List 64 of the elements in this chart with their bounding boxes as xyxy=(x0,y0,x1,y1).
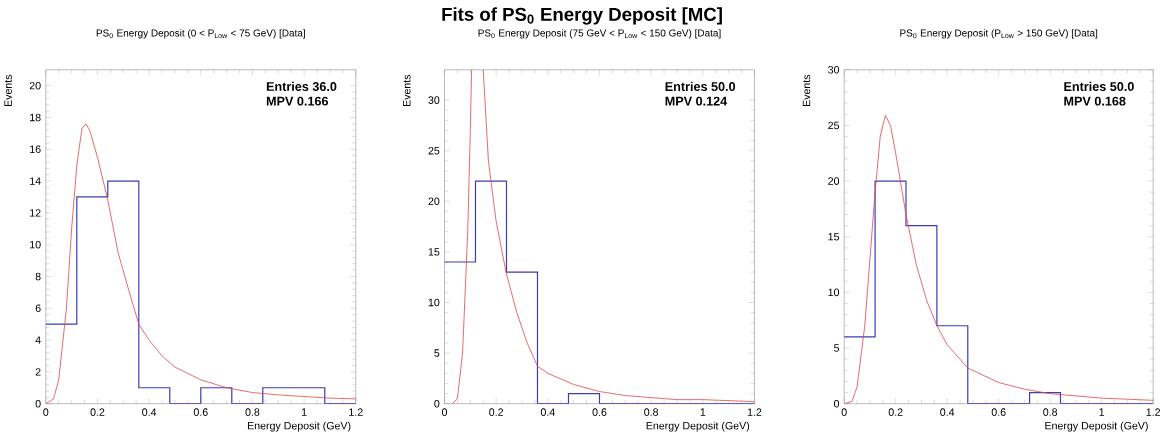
chart-title: PS$_{0}$ Energy Deposit (75 GeV < P$_{Low}$ < 150 GeV) [Data] xyxy=(478,29,721,39)
y-axis-title: Events xyxy=(403,74,411,107)
y-tick-label: 25 xyxy=(828,121,840,130)
x-tick-label: 0.6 xyxy=(592,408,607,416)
x-tick-label: 1.2 xyxy=(1146,408,1161,416)
y-tick-label: 0 xyxy=(833,399,840,408)
x-tick-label: 0 xyxy=(43,408,49,416)
x-tick-label: 0.4 xyxy=(940,408,955,416)
y-tick-label: 20 xyxy=(828,177,840,185)
y-tick-label: 15 xyxy=(428,248,440,256)
x-tick-label: 0.8 xyxy=(245,408,260,416)
x-tick-label: 0.2 xyxy=(888,408,903,416)
x-tick-label: 1.2 xyxy=(747,408,762,416)
y-tick-label: 4 xyxy=(35,336,41,344)
x-tick-label: 0 xyxy=(441,408,448,416)
x-axis-title: Energy Deposit (GeV) xyxy=(646,421,750,432)
y-tick-label: 15 xyxy=(828,233,840,241)
y-tick-label: 16 xyxy=(30,145,41,154)
annotation: Entries 50.0 xyxy=(665,81,736,91)
y-axis-title: Events xyxy=(802,74,811,107)
y-tick-label: 8 xyxy=(35,272,41,281)
y-tick-label: 0 xyxy=(434,399,440,408)
annotation: MPV 0.124 xyxy=(665,96,728,106)
y-tick-label: 5 xyxy=(434,349,440,357)
y-tick-label: 10 xyxy=(428,298,440,307)
y-tick-label: 30 xyxy=(428,96,440,104)
text: Fits of PS$_{0}$ Energy Deposit [MC] xyxy=(442,7,722,25)
y-tick-label: 18 xyxy=(30,113,41,122)
annotation: MPV 0.168 xyxy=(1064,96,1126,106)
x-tick-label: 0.6 xyxy=(193,408,208,416)
chart-title: PS$_{0}$ Energy Deposit (P$_{Low}$ > 150 GeV) [Data] xyxy=(900,29,1098,39)
x-tick-label: 0.8 xyxy=(644,408,659,416)
line-series xyxy=(844,115,1154,404)
line-series xyxy=(45,123,356,404)
y-tick-label: 30 xyxy=(828,66,840,74)
y-tick-label: 0 xyxy=(35,399,41,408)
y-tick-label: 6 xyxy=(35,304,41,313)
x-axis-title: Energy Deposit (GeV) xyxy=(1045,421,1148,432)
y-tick-label: 20 xyxy=(29,81,41,90)
x-tick-label: 0.4 xyxy=(540,408,555,416)
annotation: MPV 0.166 xyxy=(266,96,329,106)
annotation: Entries 36.0 xyxy=(266,81,337,92)
y-tick-label: 20 xyxy=(428,197,440,206)
y-tick-label: 2 xyxy=(35,368,41,376)
x-tick-label: 0.6 xyxy=(991,408,1006,416)
x-tick-label: 0.2 xyxy=(90,408,105,416)
chart-title: PS$_{0}$ Energy Deposit (0 < P$_{Low}$ < 75 GeV) [Data] xyxy=(96,29,305,39)
y-axis-title: Events xyxy=(4,74,12,107)
x-tick-label: 0 xyxy=(841,408,847,416)
x-axis-title: Energy Deposit (GeV) xyxy=(247,421,351,432)
y-tick-label: 12 xyxy=(30,209,41,217)
y-tick-label: 10 xyxy=(30,240,41,249)
x-tick-label: 1 xyxy=(1099,408,1105,416)
y-tick-label: 14 xyxy=(30,177,41,185)
x-tick-label: 1 xyxy=(700,408,706,416)
x-tick-label: 1.2 xyxy=(349,408,363,416)
y-tick-label: 5 xyxy=(833,344,840,352)
y-tick-label: 10 xyxy=(828,288,840,297)
x-tick-label: 0.4 xyxy=(142,408,157,416)
y-tick-label: 25 xyxy=(428,146,440,155)
x-tick-label: 0.2 xyxy=(489,408,504,416)
x-tick-label: 1 xyxy=(301,408,307,416)
annotation: Entries 50.0 xyxy=(1064,81,1134,91)
x-tick-label: 0.8 xyxy=(1043,408,1058,416)
